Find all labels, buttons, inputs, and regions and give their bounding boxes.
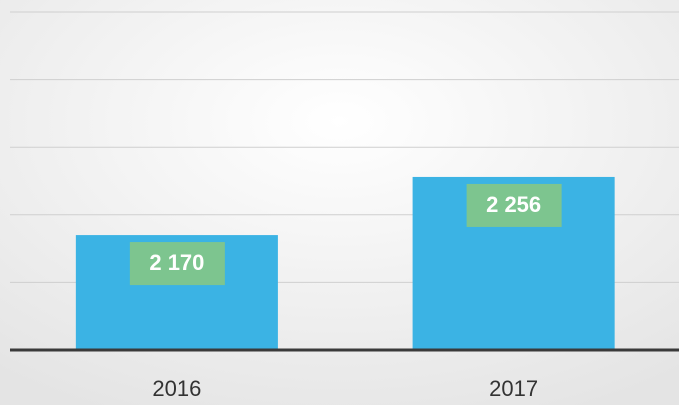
data-label: 2 256 [486, 192, 541, 217]
x-tick-label: 2016 [152, 376, 201, 401]
x-tick-label: 2017 [489, 376, 538, 401]
data-label-box [129, 242, 225, 286]
data-label: 2 170 [149, 250, 204, 275]
data-label-box [466, 183, 562, 227]
